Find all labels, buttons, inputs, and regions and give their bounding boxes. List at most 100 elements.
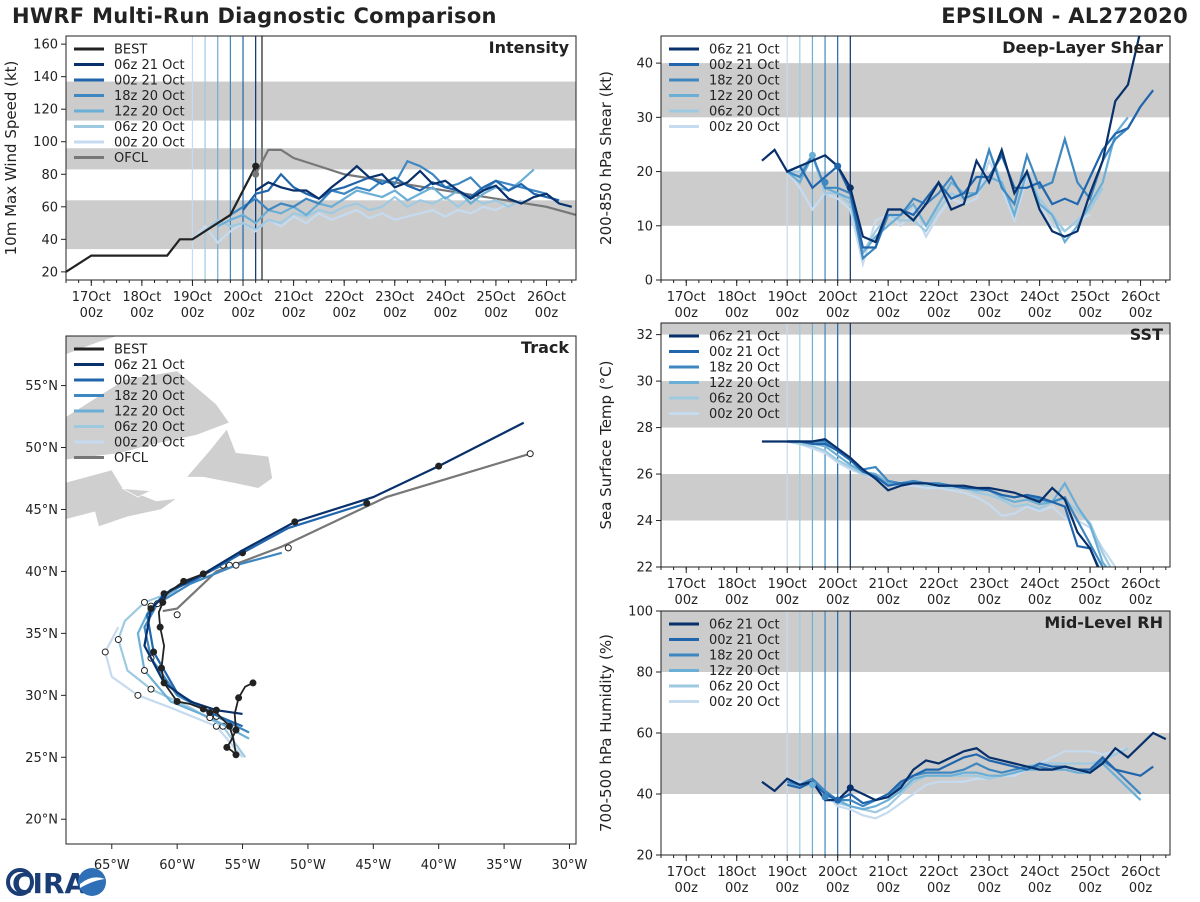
intensity-xtick-hour-8: 00z: [484, 306, 508, 321]
intensity-xtick-hour-3: 00z: [231, 306, 255, 321]
rh-series-1: [786, 753, 1154, 805]
track-best-point-0: [249, 679, 257, 687]
intensity-xtick-day-8: 25Oct: [476, 290, 515, 305]
intensity-title: Intensity: [489, 38, 570, 57]
track-ytick-label-4: 40°N: [25, 565, 58, 580]
rh-marker-2: [821, 793, 829, 801]
intensity-ytick-label-7: 160: [33, 38, 58, 53]
intensity-xtick-day-6: 23Oct: [375, 290, 414, 305]
track-best-point-2: [235, 694, 243, 702]
intensity-xtick-day-3: 20Oct: [224, 290, 263, 305]
track-best-point-18: [156, 623, 164, 631]
sst-ytick-label-4: 30: [636, 375, 653, 390]
shear-xtick-hour-2: 00z: [776, 306, 800, 321]
intensity-xtick-hour-6: 00z: [383, 306, 407, 321]
rh-marker-0: [846, 784, 854, 792]
intensity-xtick-hour-9: 00z: [535, 306, 559, 321]
cira-logo-text: CIRA: [12, 867, 87, 898]
sst-xtick-hour-1: 00z: [725, 593, 749, 608]
rh-legend-label-0: 06z 21 Oct: [709, 618, 780, 633]
intensity-series-group: [66, 148, 576, 273]
rh-xtick-hour-3: 00z: [826, 881, 850, 896]
rh-xtick-hour-0: 00z: [675, 881, 699, 896]
sst-xtick-day-9: 26Oct: [1121, 577, 1160, 592]
sst-xtick-day-4: 21Oct: [869, 577, 908, 592]
sst-xtick-hour-5: 00z: [927, 593, 951, 608]
shear-legend-label-1: 00z 21 Oct: [709, 58, 780, 73]
rh-xtick-day-2: 19Oct: [768, 865, 807, 880]
intensity-ytick-label-3: 80: [41, 168, 58, 183]
intensity-marker-0: [252, 162, 260, 170]
track-legend-label-1: 06z 21 Oct: [114, 358, 185, 373]
shear-xtick-hour-6: 00z: [977, 306, 1001, 321]
sst-legend-label-4: 06z 20 Oct: [709, 392, 780, 407]
rh-xtick-day-8: 25Oct: [1071, 865, 1110, 880]
track-series-0-point-5: [147, 605, 155, 613]
shear-xtick-day-2: 19Oct: [768, 290, 807, 305]
shear-xtick-day-5: 22Oct: [919, 290, 958, 305]
track-best-point-10: [225, 722, 233, 730]
rh-xtick-day-0: 17Oct: [667, 865, 706, 880]
rh-legend-label-4: 06z 20 Oct: [709, 680, 780, 695]
rh-xtick-day-1: 18Oct: [717, 865, 756, 880]
shear-ytick-label-4: 40: [636, 57, 653, 72]
intensity-legend-label-1: 06z 21 Oct: [114, 58, 185, 73]
rh-xtick-hour-2: 00z: [776, 881, 800, 896]
track-best-point-4: [232, 726, 240, 734]
intensity-xtick-hour-7: 00z: [434, 306, 458, 321]
sst-legend-label-1: 00z 21 Oct: [709, 345, 780, 360]
rh-legend-label-1: 00z 21 Oct: [709, 633, 780, 648]
storm-title: EPSILON - AL272020: [941, 4, 1188, 28]
intensity-ytick-label-5: 120: [33, 103, 58, 118]
track-ofcl-point-0: [173, 611, 181, 619]
shear-ytick-label-2: 20: [636, 165, 653, 180]
sst-frame: [660, 322, 1171, 568]
track-xtick-label-5: 40°W: [421, 858, 457, 873]
track-series-0-point-11: [435, 462, 443, 470]
cira-logo-ring-left: [6, 868, 34, 896]
rh-legend-label-5: 00z 20 Oct: [709, 695, 780, 710]
track-title: Track: [521, 338, 569, 357]
intensity-band-1: [66, 148, 576, 170]
rh-xtick-day-7: 24Oct: [1020, 865, 1059, 880]
intensity-ytick-label-2: 60: [41, 200, 58, 215]
shear-panel: 01020304017Oct00z18Oct00z19Oct00z20Oct00…: [597, 35, 1171, 321]
rh-xtick-hour-5: 00z: [927, 881, 951, 896]
rh-marker-1: [834, 796, 842, 804]
rh-xtick-day-6: 23Oct: [970, 865, 1009, 880]
track-series-5-point-3: [134, 691, 142, 699]
shear-xtick-day-7: 24Oct: [1020, 290, 1059, 305]
track-ofcl-point-2: [284, 544, 292, 552]
intensity-panel: 2040608010012014016017Oct00z18Oct00z19Oc…: [2, 35, 577, 321]
sst-series-0: [761, 438, 1100, 567]
sst-xtick-day-5: 22Oct: [919, 577, 958, 592]
track-ytick-label-2: 30°N: [25, 689, 58, 704]
rh-xtick-day-4: 21Oct: [869, 865, 908, 880]
shear-series-2: [786, 105, 1142, 261]
intensity-xtick-hour-4: 00z: [282, 306, 306, 321]
intensity-legend-label-3: 18z 20 Oct: [114, 89, 185, 104]
sst-xtick-hour-2: 00z: [776, 593, 800, 608]
shear-legend-label-2: 18z 20 Oct: [709, 74, 780, 89]
sst-legend-label-0: 06z 21 Oct: [709, 330, 780, 345]
sst-xtick-hour-8: 00z: [1078, 593, 1102, 608]
rh-series-0: [761, 731, 1167, 802]
intensity-ytick-label-4: 100: [33, 135, 58, 150]
shear-xtick-hour-0: 00z: [675, 306, 699, 321]
track-legend-label-5: 06z 20 Oct: [114, 420, 185, 435]
intensity-band-2: [66, 81, 576, 121]
sst-ylabel: Sea Surface Temp (°C): [597, 360, 615, 529]
sst-series-group: [761, 438, 1117, 567]
track-legend-label-4: 12z 20 Oct: [114, 405, 185, 420]
rh-xtick-hour-4: 00z: [876, 881, 900, 896]
rh-ylabel: 700-500 hPa Humidity (%): [597, 634, 615, 832]
sst-series-4: [786, 440, 1112, 567]
track-series-5-point-5: [101, 648, 109, 656]
sst-xtick-day-1: 18Oct: [717, 577, 756, 592]
shear-series-0: [761, 36, 1141, 244]
track-series-4: [117, 588, 247, 758]
track-best-point-6: [223, 743, 231, 751]
rh-xtick-hour-1: 00z: [725, 881, 749, 896]
track-best-point-8: [232, 751, 240, 759]
intensity-xtick-day-7: 24Oct: [426, 290, 465, 305]
